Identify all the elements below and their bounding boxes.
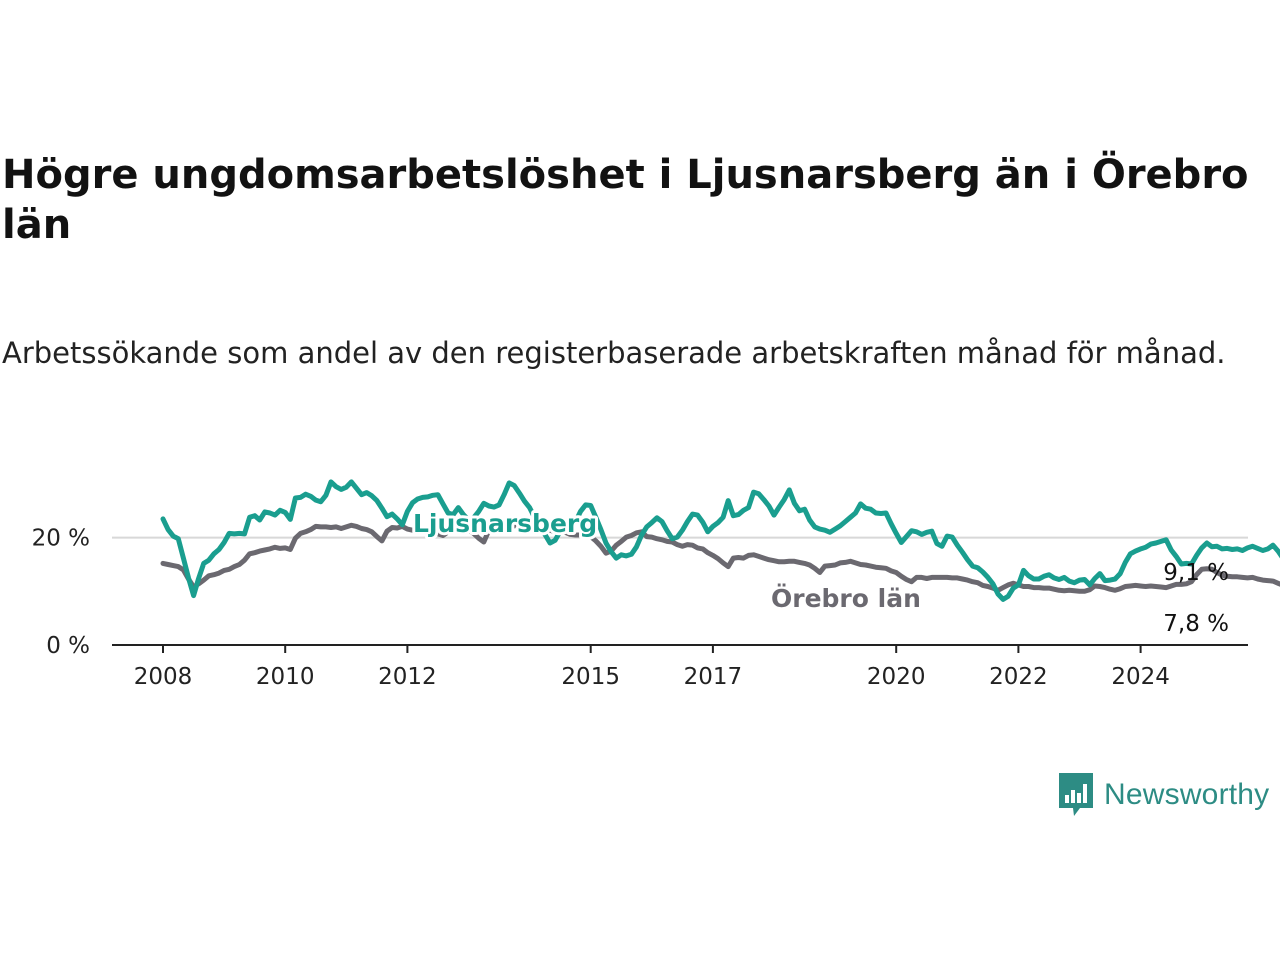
x-tick-label: 2024 — [1111, 664, 1170, 690]
series-line-ljusnarsberg — [160, 479, 1280, 602]
y-tick-label: 20 % — [32, 526, 90, 552]
brand-name: Newsworthy — [1104, 778, 1270, 811]
chart-subtitle: Arbetssökande som andel av den registerb… — [2, 336, 1226, 370]
x-tick-label: 2020 — [867, 664, 926, 690]
series-labels: Ljusnarsberg Örebro län 9,1 % 7,8 % — [410, 506, 1229, 637]
x-axis: 2008 2010 2012 2015 2017 2020 2022 2024 — [134, 645, 1170, 690]
x-tick-label: 2008 — [134, 664, 193, 690]
series-label-orebro-lan: Örebro län — [771, 583, 921, 613]
series-label-ljusnarsberg: Ljusnarsberg — [413, 509, 597, 538]
y-tick-label: 0 % — [46, 633, 90, 659]
line-chart: 0 % 20 % 2008 2010 2012 2015 2017 2020 2022 2024… — [32, 479, 1280, 690]
x-tick-label: 2012 — [378, 664, 437, 690]
x-tick-label: 2017 — [684, 664, 743, 690]
y-axis: 0 % 20 % — [32, 526, 90, 659]
end-value-label-ljusnarsberg: 9,1 % — [1163, 560, 1229, 586]
series-lines — [160, 479, 1280, 602]
newsworthy-logo[interactable]: Newsworthy — [1058, 772, 1269, 818]
chart-title: Högre ungdomsarbetslöshet i Ljusnarsberg… — [2, 152, 1249, 248]
x-tick-label: 2022 — [989, 664, 1048, 690]
end-value-label-orebro-lan: 7,8 % — [1163, 611, 1229, 637]
series-line-orebro-lan — [160, 518, 1280, 594]
x-tick-label: 2010 — [256, 664, 315, 690]
bar-chart-speech-bubble-icon — [1059, 773, 1093, 816]
x-tick-label: 2015 — [561, 664, 620, 690]
